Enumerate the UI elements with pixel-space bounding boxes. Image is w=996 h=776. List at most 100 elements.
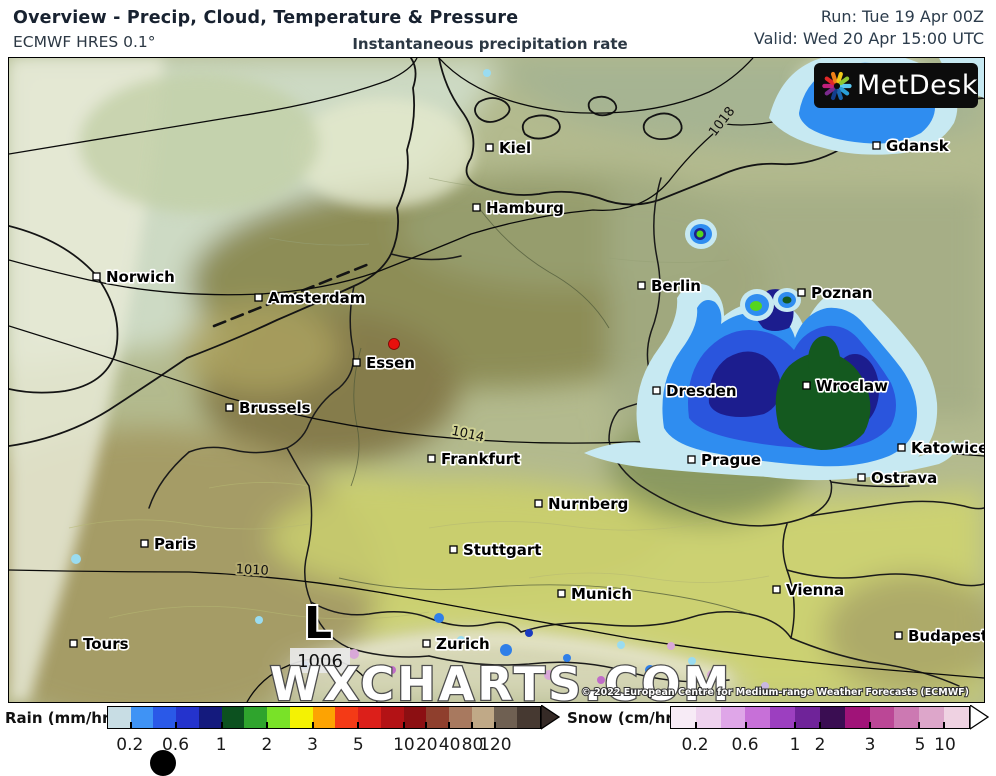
city-layer: Kiel Hamburg Norwich Amsterdam Berlin Poznan G… (69, 135, 984, 655)
city-prague: Prague (687, 449, 763, 471)
city-munich: Munich (557, 583, 634, 605)
colorbar-tick (868, 722, 871, 728)
rain-dot (645, 665, 655, 675)
snow-dot (544, 670, 554, 680)
city-label: Norwich (106, 268, 175, 286)
snow-dot (349, 649, 359, 659)
colorbar-cell (517, 707, 540, 728)
colorbar-tick-label: 20 (415, 735, 438, 755)
snow-scale-label: Snow (cm/hr) (567, 709, 680, 727)
city-label: Zurich (436, 635, 490, 653)
city-label: Paris (154, 535, 196, 553)
city-label: Tours (83, 635, 129, 653)
colorbar-cell (869, 707, 895, 728)
rain-dot (255, 616, 263, 624)
terrain-contours (68, 177, 770, 620)
colorbar-tick (425, 722, 428, 728)
city-label: Dresden (666, 382, 737, 400)
colorbar-cell (919, 707, 945, 728)
colorbar-tick-label: 3 (864, 735, 876, 755)
colorbar-tick (493, 722, 496, 728)
city-poznan: Poznan (797, 282, 874, 304)
pinwheel-ray (824, 86, 835, 95)
pinwheel-ray (836, 71, 843, 83)
colorbar-cell (471, 707, 495, 728)
colorbar-cell (494, 707, 518, 728)
precip-cell (685, 219, 717, 249)
city-brussels: Brussels (225, 397, 312, 419)
pinwheel-ray (838, 86, 850, 95)
city-katowice: Katowice (897, 437, 984, 459)
colorbar-tick (129, 722, 132, 728)
city-kiel: Kiel (485, 137, 533, 159)
pinwheel-ray (836, 88, 843, 100)
colorbar-cell (198, 707, 222, 728)
colorbar-cell (358, 707, 381, 728)
pinwheel-ray (824, 76, 835, 85)
colorbar-cell (720, 707, 746, 728)
colorbar-cell (449, 707, 472, 728)
city-label: Poznan (811, 284, 873, 302)
rain-dot (500, 644, 512, 656)
colorbar-tick-label: 0.6 (731, 735, 759, 755)
city-budapest: Budapest (894, 625, 984, 647)
rain-dot (563, 654, 571, 662)
snow-dot (388, 666, 396, 674)
city-hamburg: Hamburg (472, 197, 565, 219)
city-label: Kiel (499, 139, 531, 157)
low-pressure-marker: L 1006 (290, 596, 350, 673)
watermark: WXCHARTS.COM (270, 657, 732, 702)
low-letter: L (304, 598, 332, 649)
colorbar-cell (844, 707, 870, 728)
colorbar-cell (130, 707, 154, 728)
low-value: 1006 (297, 651, 343, 672)
rain-dot (688, 657, 696, 665)
colorbar-tick-label: 10 (393, 735, 415, 755)
city-label: Hamburg (486, 199, 564, 217)
city-label: Nurnberg (548, 495, 628, 513)
colorbar-tick (402, 722, 405, 728)
weather-map: 1018 1014 1010 (8, 57, 985, 703)
city-label: Stuttgart (463, 541, 541, 559)
colorbar-cell (221, 707, 245, 728)
model-label: ECMWF HRES 0.1° (13, 33, 156, 51)
snow-colorbar (670, 706, 970, 729)
header: Overview - Precip, Cloud, Temperature & … (0, 0, 996, 57)
rain-colorbar-arrow (541, 705, 560, 730)
colorbar-tick (448, 722, 451, 728)
colorbar-tick (694, 722, 697, 728)
colorbar-tick (794, 722, 797, 728)
precip-cell (740, 288, 801, 321)
colorbar-tick-label: 2 (814, 735, 826, 755)
colorbar-tick-label: 5 (914, 735, 926, 755)
colorbar-cell (108, 707, 131, 728)
metdesk-logo-text: MetDesk (856, 70, 978, 101)
snow-dot (597, 676, 605, 684)
colorbar-tick (943, 722, 946, 728)
city-label: Prague (701, 451, 761, 469)
colorbar-cell (380, 707, 404, 728)
colorbar-cell (289, 707, 313, 728)
city-berlin: Berlin (637, 275, 703, 297)
city-vienna: Vienna (772, 579, 846, 601)
city-label: Ostrava (871, 469, 937, 487)
pinwheel-ray (830, 71, 838, 83)
run-time: Run: Tue 19 Apr 00Z (820, 7, 984, 26)
copyright: © 2022 European Centre for Medium-range … (581, 687, 969, 698)
city-label: Vienna (786, 581, 844, 599)
legend: Rain (mm/hr) 0.2 0.6 1 2 3 5 10 20 40 80 120 Snow … (0, 703, 996, 764)
colorbar-tick-label: 10 (934, 735, 956, 755)
pinwheel-ray (830, 88, 838, 100)
colorbar-cell (819, 707, 845, 728)
city-label: Essen (366, 354, 415, 372)
city-zurich: Zurich (422, 633, 491, 655)
city-label: Amsterdam (268, 289, 365, 307)
colorbar-cell (176, 707, 199, 728)
city-label: Katowice (911, 439, 984, 457)
city-label: Gdansk (886, 137, 950, 155)
colorbar-tick (266, 722, 269, 728)
colorbar-cell (403, 707, 427, 728)
colorbar-tick (744, 722, 747, 728)
colorbar-tick-label: 80 (461, 735, 484, 755)
colorbar-tick-label: 0.6 (161, 735, 190, 755)
